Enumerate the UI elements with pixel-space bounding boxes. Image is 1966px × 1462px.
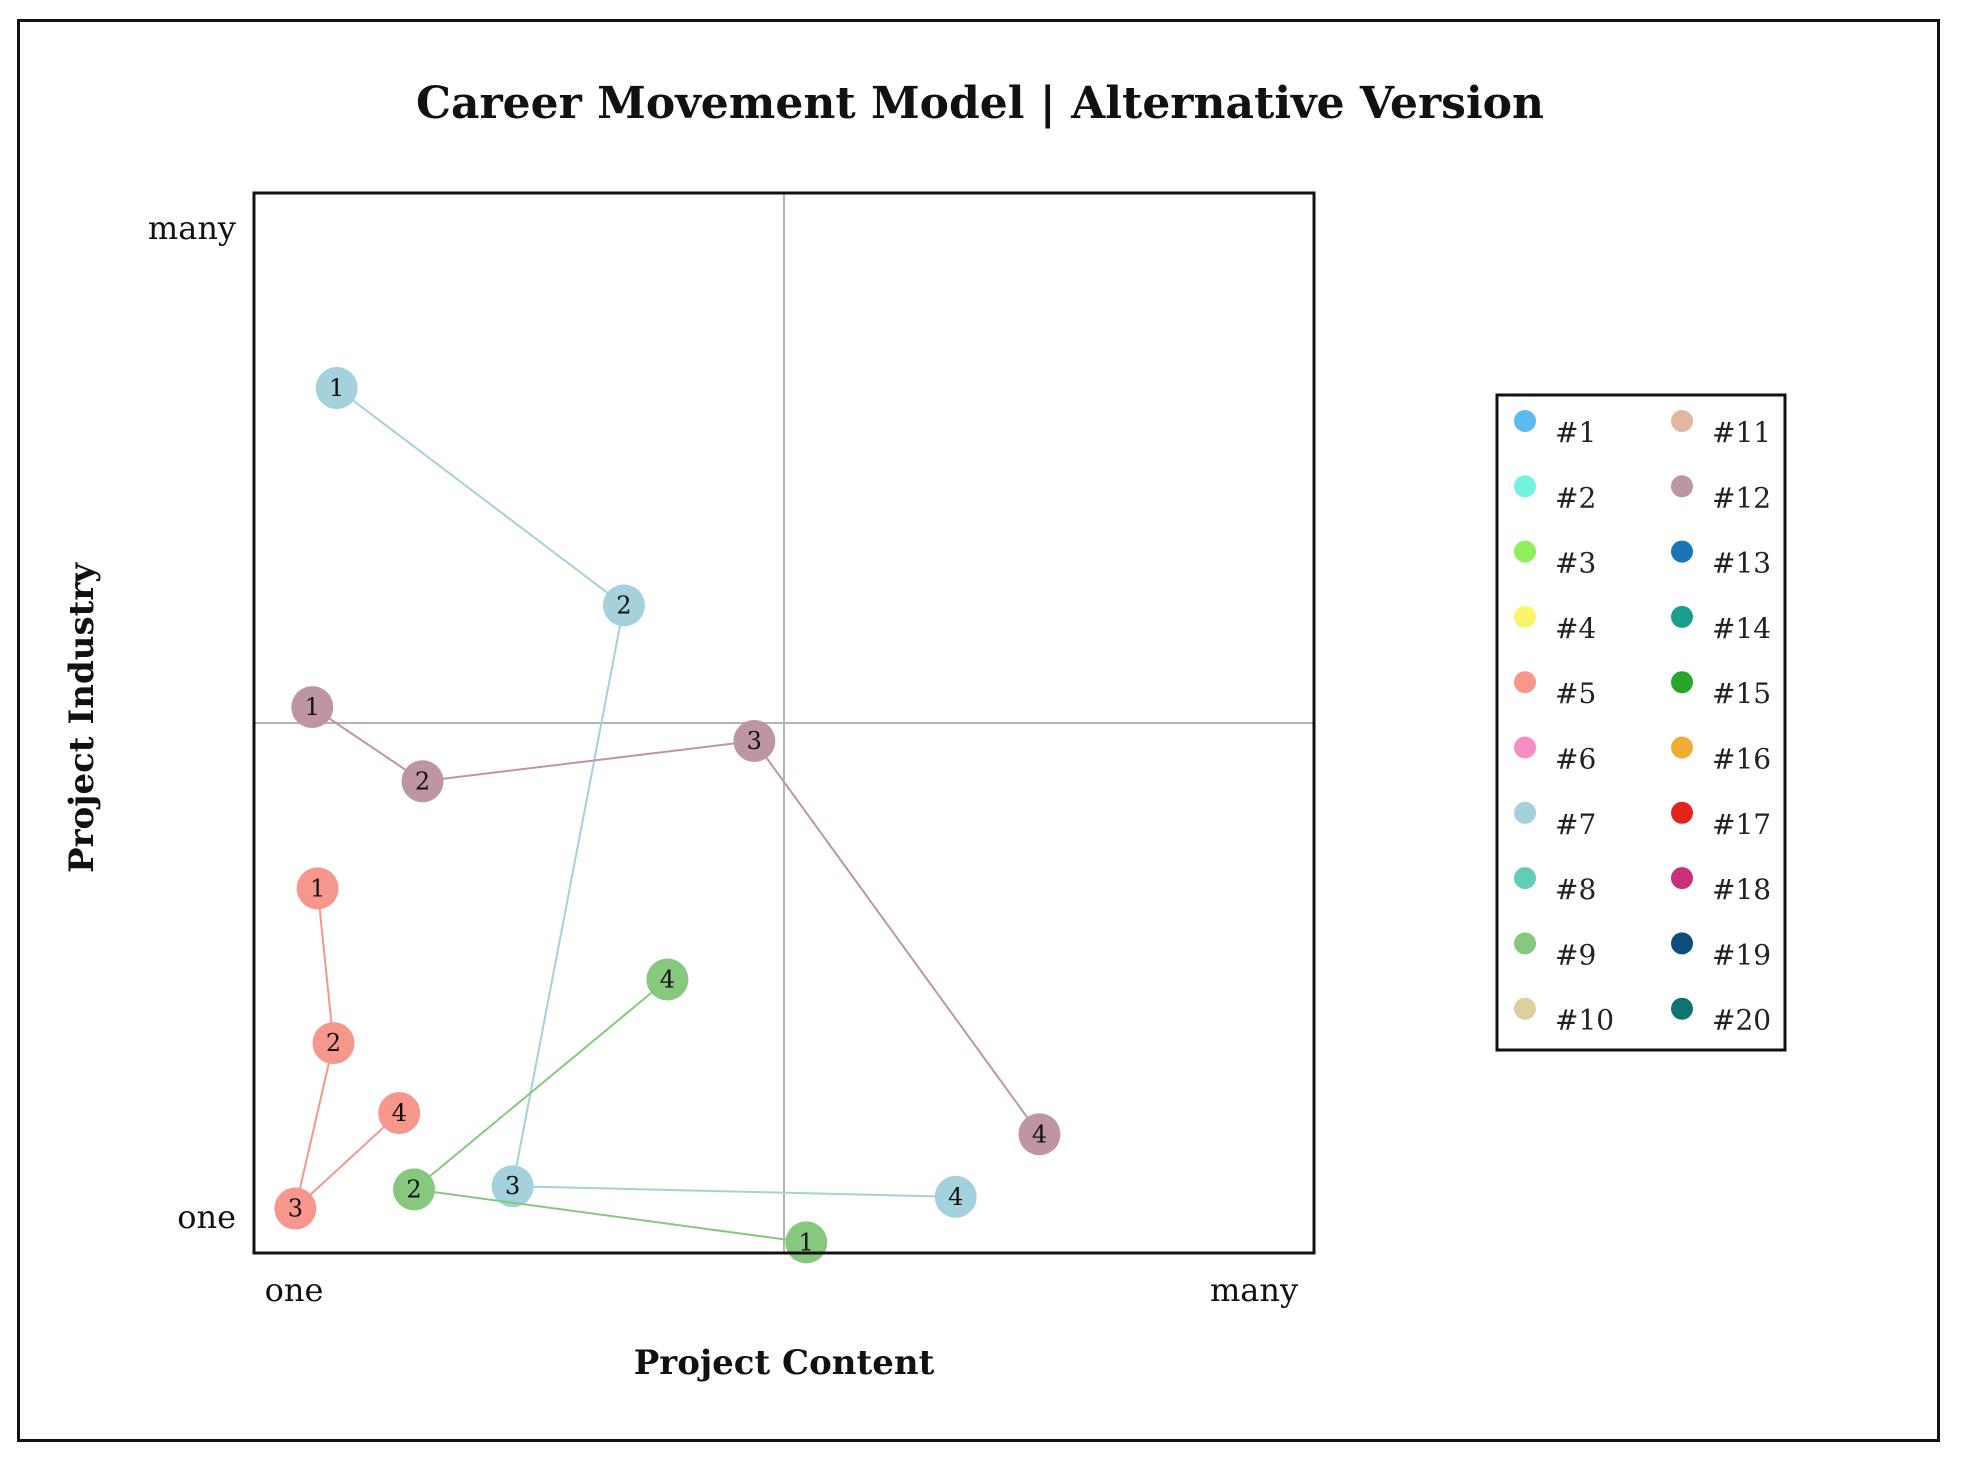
legend-label: #19 bbox=[1712, 938, 1771, 971]
legend-label: #16 bbox=[1712, 743, 1771, 776]
legend-label: #6 bbox=[1555, 743, 1596, 776]
legend-swatch bbox=[1514, 736, 1536, 759]
legend-swatch bbox=[1671, 997, 1693, 1020]
data-point-label: 1 bbox=[799, 1228, 814, 1256]
data-point-label: 4 bbox=[1032, 1120, 1047, 1148]
legend-label: #2 bbox=[1555, 481, 1596, 514]
legend-swatch bbox=[1514, 475, 1536, 498]
legend-label: #3 bbox=[1555, 547, 1596, 580]
data-point bbox=[312, 1022, 355, 1065]
y-tick-top: many bbox=[148, 209, 236, 247]
data-point bbox=[602, 584, 645, 627]
legend-label: #12 bbox=[1712, 481, 1771, 514]
series-4-segment bbox=[413, 978, 669, 1191]
x-tick-left: one bbox=[265, 1271, 324, 1309]
series-3-segment bbox=[294, 1042, 335, 1209]
series-1-segment bbox=[511, 605, 625, 1187]
data-point-label: 1 bbox=[305, 693, 320, 721]
legend-label: #8 bbox=[1555, 873, 1596, 906]
series-2-segment bbox=[753, 740, 1041, 1135]
y-axis-title: Project Industry bbox=[62, 562, 102, 873]
legend-label: #17 bbox=[1712, 808, 1771, 841]
legend-swatch bbox=[1671, 671, 1693, 694]
legend: #1 #2 #3 #4 #5 #6 #7 #8 #9 #10 #11 #12 #13 #14 #15 #16 #… bbox=[1495, 393, 1787, 1052]
legend-swatch bbox=[1671, 801, 1693, 824]
plot-area: 1 2 3 4 1 2 3 4 1 2 3 4 1 2 4 bbox=[252, 191, 1316, 1264]
legend-label: #20 bbox=[1712, 1004, 1771, 1037]
series-1: 1 2 3 4 bbox=[315, 367, 977, 1218]
legend-swatch bbox=[1671, 932, 1693, 955]
data-point-label: 1 bbox=[310, 874, 325, 902]
legend-swatch bbox=[1514, 540, 1536, 563]
data-point bbox=[401, 760, 444, 803]
legend-swatch bbox=[1514, 671, 1536, 694]
data-point-label: 4 bbox=[660, 966, 675, 994]
data-point bbox=[274, 1187, 317, 1230]
series-2-segment bbox=[311, 706, 424, 783]
data-point-label: 3 bbox=[288, 1194, 303, 1222]
series-1-segment bbox=[336, 387, 625, 607]
data-point-label: 2 bbox=[616, 591, 631, 619]
series-2-segment bbox=[422, 740, 755, 783]
legend-label: #9 bbox=[1555, 938, 1596, 971]
data-point bbox=[296, 867, 339, 910]
legend-swatch bbox=[1671, 867, 1693, 890]
legend-label: #5 bbox=[1555, 677, 1596, 710]
data-point bbox=[393, 1168, 436, 1211]
data-point bbox=[491, 1165, 534, 1208]
legend-label: #1 bbox=[1555, 416, 1596, 449]
series-4: 1 2 4 bbox=[393, 958, 828, 1264]
series-3: 1 2 3 4 bbox=[274, 867, 421, 1230]
data-point bbox=[733, 720, 776, 763]
series-layer: 1 2 3 4 1 2 3 4 1 2 3 4 1 2 4 bbox=[274, 367, 1061, 1264]
legend-label: #14 bbox=[1712, 612, 1771, 645]
legend-swatch bbox=[1514, 801, 1536, 824]
data-point-label: 2 bbox=[326, 1029, 341, 1057]
x-axis-title: Project Content bbox=[634, 1343, 935, 1383]
legend-label: #7 bbox=[1555, 808, 1596, 841]
legend-swatch bbox=[1514, 605, 1536, 628]
data-point-label: 1 bbox=[329, 374, 344, 402]
legend-swatch bbox=[1671, 540, 1693, 563]
data-point-label: 2 bbox=[415, 767, 430, 795]
series-1-segment bbox=[512, 1185, 956, 1198]
legend-label: #13 bbox=[1712, 547, 1771, 580]
legend-swatch bbox=[1671, 475, 1693, 498]
data-point bbox=[315, 367, 358, 410]
x-tick-right: many bbox=[1210, 1271, 1298, 1309]
legend-swatch bbox=[1514, 867, 1536, 890]
series-2: 1 2 3 4 bbox=[291, 686, 1061, 1156]
legend-swatch bbox=[1671, 410, 1693, 432]
legend-label: #11 bbox=[1712, 416, 1771, 449]
data-point bbox=[646, 958, 689, 1001]
legend-swatch bbox=[1671, 736, 1693, 759]
data-point-label: 4 bbox=[948, 1183, 963, 1211]
legend-label: #15 bbox=[1712, 677, 1771, 710]
series-4-segment bbox=[413, 1188, 807, 1244]
data-point-label: 2 bbox=[406, 1175, 421, 1203]
legend-swatch bbox=[1514, 932, 1536, 955]
legend-swatch bbox=[1514, 997, 1536, 1020]
chart-title: Career Movement Model | Alternative Vers… bbox=[416, 78, 1544, 129]
y-tick-bottom: one bbox=[177, 1198, 236, 1236]
legend-label: #4 bbox=[1555, 612, 1596, 645]
legend-box bbox=[1495, 393, 1787, 1052]
legend-label: #10 bbox=[1555, 1004, 1614, 1037]
data-point bbox=[934, 1175, 977, 1218]
legend-swatch bbox=[1671, 605, 1693, 628]
legend-items: #1 #2 #3 #4 #5 #6 #7 #8 #9 #10 #11 #12 #13 #14 #15 #16 #… bbox=[1514, 410, 1771, 1037]
data-point-label: 4 bbox=[392, 1099, 407, 1127]
plot-border bbox=[252, 191, 1316, 1255]
data-point bbox=[291, 686, 334, 729]
data-point-label: 3 bbox=[747, 727, 762, 755]
series-3-segment bbox=[316, 888, 335, 1044]
series-3-segment bbox=[294, 1112, 400, 1210]
data-point-label: 3 bbox=[505, 1172, 520, 1200]
legend-swatch bbox=[1514, 410, 1536, 432]
legend-label: #18 bbox=[1712, 873, 1771, 906]
data-point bbox=[378, 1092, 421, 1135]
data-point bbox=[1018, 1113, 1061, 1156]
